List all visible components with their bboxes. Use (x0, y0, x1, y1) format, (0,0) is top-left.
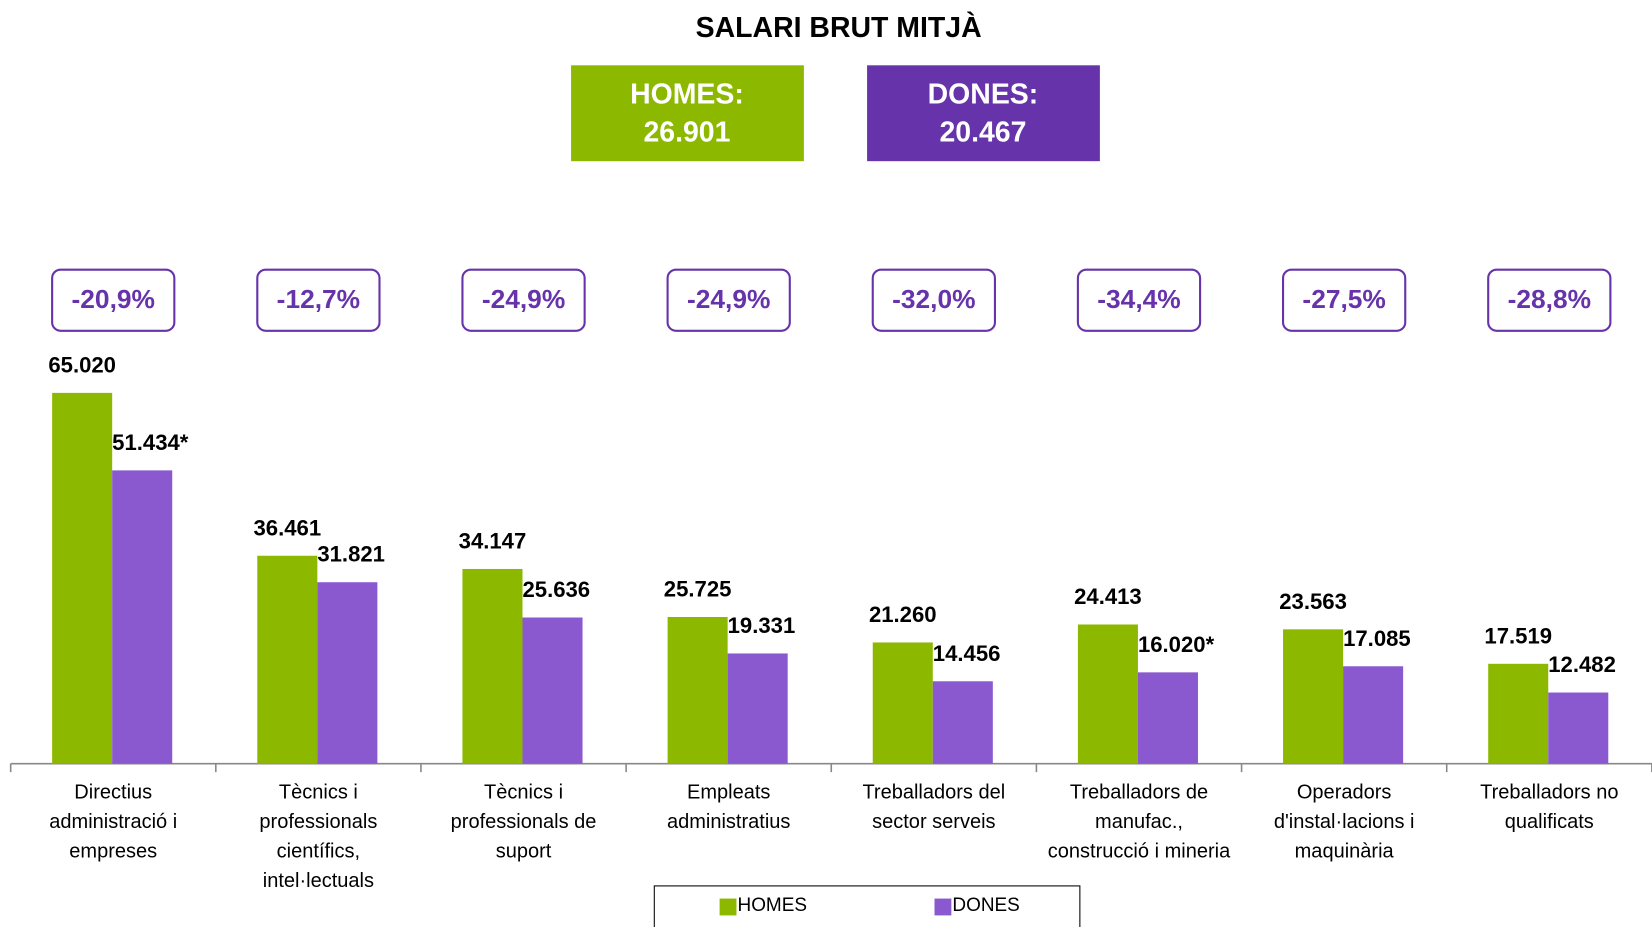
value-label: 23.563 (1279, 589, 1347, 614)
bar (52, 392, 113, 764)
summary-box (867, 65, 1100, 162)
legend-swatch (719, 898, 737, 916)
x-tick-label: Treballadors no qualificats (1480, 781, 1619, 834)
gap-box (1076, 268, 1202, 332)
gap-box (871, 268, 996, 332)
summary-label: HOMES: (630, 78, 744, 110)
x-tick-label-box: Operadors d'instal·lacions i maquinària (1273, 781, 1415, 863)
value-label: 65.020 (48, 352, 116, 377)
gap-label: -32,0% (892, 284, 975, 314)
x-tick-label: Tècnics i professionals científics, inte… (259, 781, 378, 893)
x-tick-label-box: Treballadors de manufac., construcció i … (1047, 781, 1231, 863)
gap-label: -12,7% (277, 284, 360, 314)
legend-label: DONES (952, 895, 1019, 916)
bar (932, 681, 993, 764)
bar (1077, 624, 1138, 764)
gap-box (666, 268, 791, 332)
summary-value: 26.901 (643, 116, 730, 148)
bar (1343, 666, 1404, 764)
bar (257, 555, 318, 764)
gap-label: -28,8% (1508, 284, 1591, 314)
gap-label: -34,4% (1097, 284, 1180, 314)
value-label: 34.147 (459, 528, 527, 553)
legend-label: HOMES (738, 895, 808, 916)
gap-box (1281, 268, 1407, 332)
x-tick-label: Treballadors del sector serveis (862, 781, 1006, 834)
x-tick-label-box: Tècnics i professionals de suport (450, 781, 597, 863)
summary-value: 20.467 (939, 116, 1026, 148)
x-tick-label: Tècnics i professionals de suport (450, 781, 597, 863)
x-tick-label-box: Treballadors del sector serveis (862, 781, 1006, 834)
x-tick-label: Operadors d'instal·lacions i maquinària (1273, 781, 1415, 863)
x-tick-label: Directius administració i empreses (49, 781, 178, 863)
gap-box (461, 268, 586, 332)
value-label: 17.085 (1343, 626, 1411, 651)
legend-swatch (934, 898, 952, 916)
value-label: 16.020* (1138, 632, 1215, 657)
bar (1283, 629, 1344, 764)
gap-label: -24,9% (687, 284, 770, 314)
value-label: 17.519 (1484, 623, 1552, 648)
gap-label: -20,9% (72, 284, 155, 314)
x-tick-label-box: Directius administració i empreses (49, 781, 178, 863)
value-label: 14.456 (933, 641, 1001, 666)
value-label: 19.331 (728, 613, 796, 638)
chart-title: SALARI BRUT MITJÀ (696, 12, 982, 44)
value-label: 51.434* (112, 430, 189, 455)
value-label: 12.482 (1548, 652, 1616, 677)
value-label: 36.461 (254, 515, 322, 540)
value-label: 24.413 (1074, 584, 1142, 609)
bar (112, 470, 173, 764)
x-tick-label-box: Treballadors no qualificats (1480, 781, 1619, 834)
x-tick-label: Empleats administratius (666, 781, 791, 834)
gap-label: -24,9% (482, 284, 565, 314)
bar (522, 617, 583, 764)
bar (462, 568, 523, 764)
gap-box (256, 268, 381, 332)
summary-label: DONES: (928, 78, 1039, 110)
bar (667, 617, 728, 764)
x-tick-label-box: Tècnics i professionals científics, inte… (259, 781, 378, 893)
x-tick-label: Treballadors de manufac., construcció i … (1047, 781, 1231, 863)
bar (317, 582, 378, 764)
bar (1488, 663, 1549, 764)
summary-box (571, 65, 804, 162)
value-label: 21.260 (869, 602, 937, 627)
bar (727, 653, 788, 764)
gap-box (51, 268, 176, 332)
value-label: 25.725 (664, 577, 732, 602)
bar (872, 642, 933, 764)
x-tick-label-box: Empleats administratius (666, 781, 791, 834)
bar (1137, 672, 1198, 764)
gap-label: -27,5% (1302, 284, 1385, 314)
bar (1548, 692, 1609, 764)
value-label: 25.636 (522, 577, 590, 602)
gap-box (1487, 268, 1612, 332)
value-label: 31.821 (317, 542, 385, 567)
